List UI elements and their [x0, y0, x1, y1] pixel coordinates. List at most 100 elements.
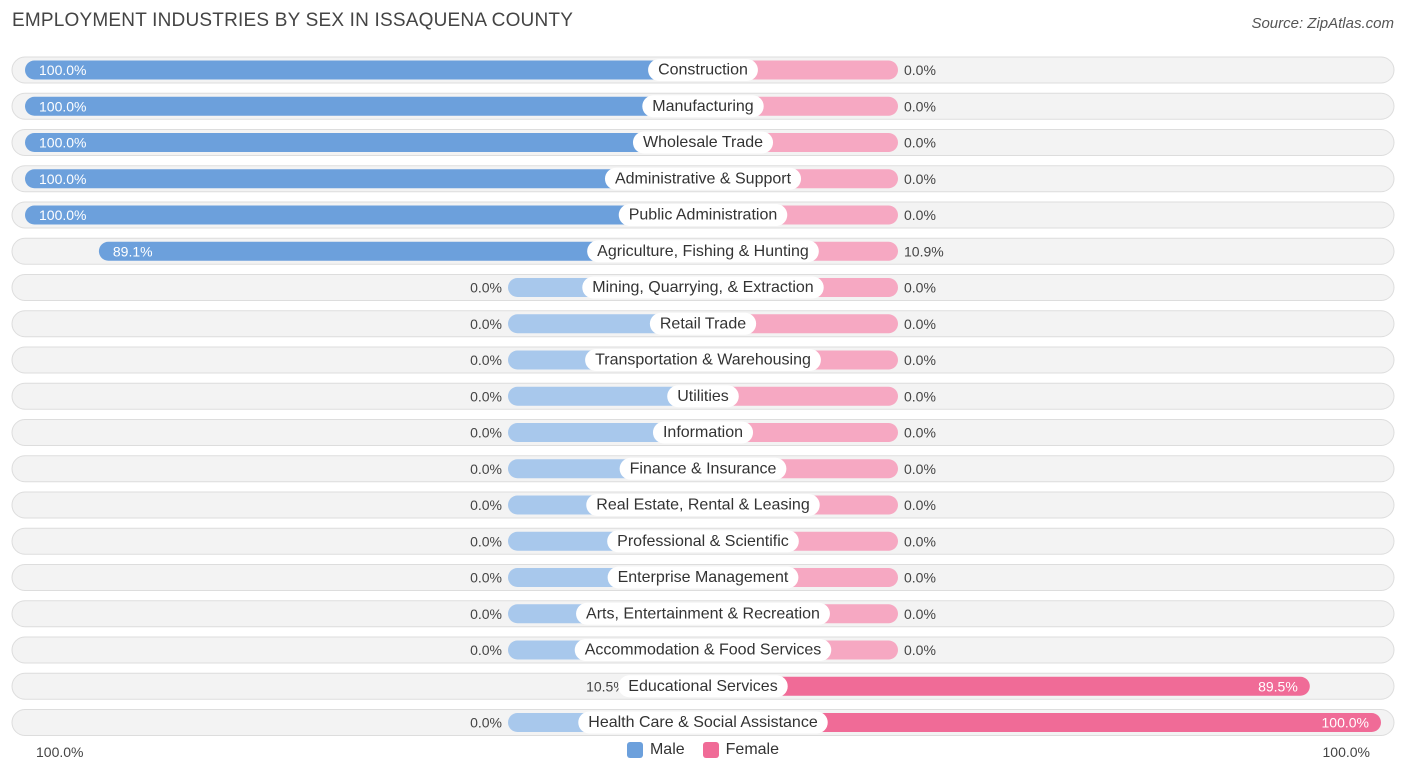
legend-label-male: Male: [649, 741, 685, 758]
category-label-background: [618, 675, 788, 698]
bar-row: 89.1% 10.9% Agriculture, Fishing & Hunting: [11, 237, 1395, 265]
category-label-background: [618, 204, 788, 226]
category-label: Accommodation & Food Services: [585, 642, 822, 659]
category-label: Finance & Insurance: [630, 460, 777, 477]
bar-row: 100.0% 0.0% Administrative & Support: [11, 165, 1395, 193]
legend: Male Female: [0, 741, 1406, 759]
category-label-background: [607, 530, 799, 553]
bar-row: 0.0% 0.0% Arts, Entertainment & Recreation: [11, 600, 1395, 628]
category-label: Retail Trade: [660, 315, 746, 332]
male-value-label: 100.0%: [39, 98, 86, 114]
male-bar: [25, 169, 703, 189]
female-value-label: 0.0%: [904, 135, 936, 151]
category-label: Mining, Quarrying, & Extraction: [592, 279, 813, 296]
female-value-label: 0.0%: [904, 352, 936, 368]
category-label-background: [607, 566, 799, 589]
category-label: Wholesale Trade: [643, 134, 763, 151]
category-label-background: [582, 276, 824, 299]
axis-left-label: 100.0%: [36, 744, 84, 760]
male-bar: [25, 133, 703, 152]
female-value-label: 0.0%: [904, 280, 936, 296]
female-value-label: 0.0%: [904, 98, 936, 114]
female-value-label: 10.9%: [904, 243, 944, 259]
male-value-label: 0.0%: [470, 388, 502, 404]
category-label: Professional & Scientific: [617, 533, 789, 550]
category-label: Enterprise Management: [618, 569, 789, 586]
male-value-label: 10.5%: [586, 678, 626, 694]
chart-source: Source: ZipAtlas.com: [1251, 15, 1394, 32]
female-bar: [703, 713, 1381, 732]
category-label: Arts, Entertainment & Recreation: [586, 605, 820, 622]
female-value-label: 0.0%: [904, 533, 936, 549]
bar-row: 0.0% 0.0% Transportation & Warehousing: [11, 346, 1395, 374]
legend-swatch-female: [702, 742, 719, 758]
male-value-label: 100.0%: [39, 135, 86, 151]
category-label: Real Estate, Rental & Leasing: [596, 497, 809, 514]
bar-row: 0.0% 0.0% Real Estate, Rental & Leasing: [11, 491, 1395, 519]
bar-row: 100.0% 0.0% Manufacturing: [11, 92, 1395, 120]
male-value-label: 0.0%: [470, 715, 502, 731]
male-value-label: 0.0%: [470, 533, 502, 549]
male-value-label: 89.1%: [113, 243, 153, 259]
male-value-label: 0.0%: [470, 497, 502, 513]
male-bar: [25, 60, 703, 80]
female-value-label: 0.0%: [904, 497, 936, 513]
category-label: Transportation & Warehousing: [595, 352, 811, 369]
bar-row: 0.0% 0.0% Enterprise Management: [11, 564, 1395, 591]
bar-row: 0.0% 0.0% Utilities: [11, 382, 1395, 410]
female-value-label: 0.0%: [904, 388, 936, 404]
category-label-background: [648, 59, 758, 81]
category-label: Construction: [658, 62, 748, 79]
male-value-label: 0.0%: [470, 316, 502, 332]
category-label-background: [649, 312, 757, 335]
female-value-label: 0.0%: [904, 316, 936, 332]
category-label: Information: [663, 424, 743, 441]
male-value-label: 100.0%: [39, 62, 86, 78]
male-value-label: 0.0%: [470, 461, 502, 477]
bar-row: 0.0% 0.0% Retail Trade: [11, 310, 1395, 338]
legend-label-female: Female: [725, 741, 780, 758]
male-value-label: 100.0%: [39, 207, 86, 223]
category-label-background: [667, 385, 739, 408]
category-label-background: [585, 349, 821, 371]
male-value-label: 0.0%: [470, 606, 502, 622]
category-label: Administrative & Support: [615, 170, 792, 187]
male-bar: [25, 96, 703, 116]
female-value-label: 0.0%: [904, 207, 936, 223]
male-bar: [508, 386, 703, 406]
male-value-label: 0.0%: [470, 425, 502, 441]
category-label-background: [587, 240, 819, 263]
chart-title: EMPLOYMENT INDUSTRIES BY SEX IN ISSAQUEN…: [12, 10, 574, 31]
female-value-label: 0.0%: [904, 606, 936, 622]
category-label: Health Care & Social Assistance: [588, 714, 818, 731]
male-bar: [25, 205, 703, 225]
legend-item-female[interactable]: Female: [702, 741, 780, 759]
legend-swatch-male: [626, 742, 643, 758]
category-label: Public Administration: [629, 207, 778, 224]
female-value-label: 0.0%: [904, 425, 936, 441]
category-label-background: [578, 711, 828, 734]
category-label-background: [586, 494, 820, 516]
bar-row: 100.0% 0.0% Public Administration: [11, 201, 1395, 229]
male-value-label: 0.0%: [470, 352, 502, 368]
bar-row: 0.0% 0.0% Mining, Quarrying, & Extraction: [11, 274, 1395, 301]
bar-row: 0.0% 100.0% Health Care & Social Assistanc…: [11, 709, 1395, 736]
category-label: Utilities: [677, 388, 729, 405]
legend-item-male[interactable]: Male: [626, 741, 685, 759]
female-value-label: 0.0%: [904, 62, 936, 78]
category-label-background: [574, 639, 832, 661]
male-value-label: 0.0%: [470, 280, 502, 296]
axis-right-label: 100.0%: [1322, 744, 1370, 760]
male-value-label: 0.0%: [470, 642, 502, 658]
category-label-background: [652, 421, 754, 444]
bar-chart: 100.0% 0.0% Construction 100.0% 0.0% Manufact…: [11, 56, 1395, 736]
female-bar: [703, 676, 1310, 696]
bar-row: 0.0% 0.0% Accommodation & Food Services: [11, 636, 1395, 664]
female-value-label: 0.0%: [904, 461, 936, 477]
category-label-background: [642, 95, 764, 118]
female-value-label: 0.0%: [904, 642, 936, 658]
female-value-label: 0.0%: [904, 171, 936, 187]
female-value-label: 100.0%: [1322, 715, 1369, 731]
category-label-background: [619, 457, 787, 480]
female-value-label: 0.0%: [904, 570, 936, 586]
